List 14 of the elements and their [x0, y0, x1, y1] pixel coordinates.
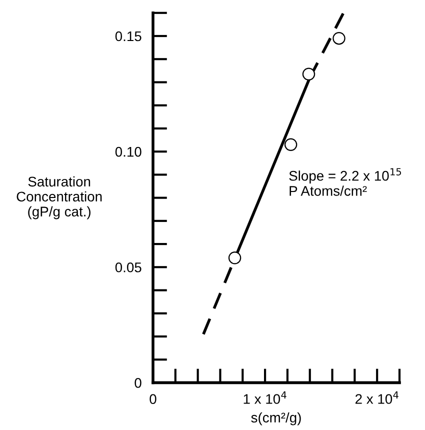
point: [332, 32, 346, 45]
x-axis-title: s(cm²/g): [251, 412, 301, 426]
text: Slope = 2.2 x 10$^{15}$ P Atoms/cm²: [289, 168, 401, 196]
x-tick-label: 1 x 10$^{4}$: [244, 391, 286, 404]
point: [228, 252, 242, 264]
y-tick-label: 0: [134, 378, 142, 388]
point: [302, 68, 316, 81]
x-tick-label: 0: [150, 394, 156, 404]
y-tick-label: 0.05: [115, 262, 142, 272]
point: [284, 138, 298, 152]
y-tick-label: 0.15: [115, 31, 142, 42]
x-tick-label: 2 x 10$^{4}$: [356, 391, 398, 404]
y-tick-label: 0.10: [115, 146, 142, 157]
y-axis-title: Saturation Concentration (gP/g cat.): [16, 176, 102, 220]
